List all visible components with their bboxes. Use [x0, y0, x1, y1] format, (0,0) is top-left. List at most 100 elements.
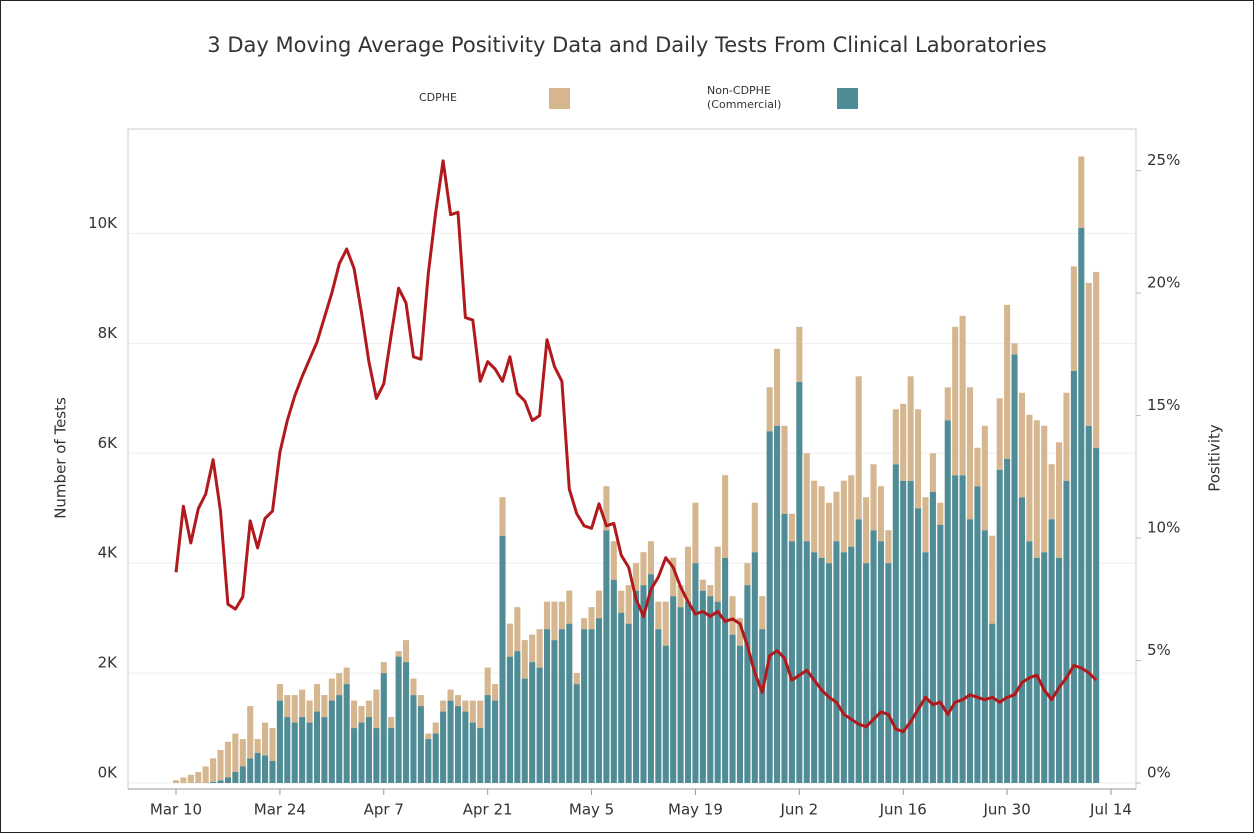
bar [454, 706, 462, 783]
bar [714, 546, 721, 602]
y2-tick-label: 25% [1147, 151, 1180, 169]
bar [432, 722, 439, 734]
bar [514, 607, 521, 652]
bar [536, 629, 543, 668]
bar [796, 381, 803, 783]
bar [996, 469, 1003, 783]
bar [454, 695, 462, 707]
bar [640, 552, 647, 586]
x-tick-label: Jun 2 [779, 801, 818, 819]
bar [781, 425, 788, 514]
bar [1056, 442, 1063, 558]
y-axis-title: Number of Tests [52, 397, 70, 519]
bar [365, 700, 372, 718]
bar [684, 546, 692, 602]
bar [566, 590, 573, 624]
y2-tick-label: 20% [1147, 274, 1180, 292]
bar [811, 552, 818, 783]
bar [796, 326, 803, 382]
bar [670, 557, 677, 597]
bar [959, 315, 966, 476]
bar [351, 700, 358, 729]
legend-label: Non-CDPHE (Commercial) [707, 84, 782, 111]
bar [959, 475, 966, 783]
y-tick-label: 8K [98, 324, 119, 342]
bar [870, 530, 877, 783]
bar [469, 722, 476, 783]
bar [692, 563, 699, 783]
bar [736, 645, 744, 783]
y2-tick-label: 15% [1147, 396, 1180, 414]
bar [885, 530, 892, 564]
y2-axis-title: Positivity [1206, 424, 1224, 492]
bar [388, 717, 395, 729]
bar [469, 700, 476, 723]
bar [306, 700, 313, 723]
bar [343, 667, 350, 685]
bar [684, 601, 692, 783]
bar [499, 497, 506, 536]
bar [1033, 420, 1040, 558]
bar [269, 728, 276, 762]
bar [247, 758, 254, 783]
bar [840, 552, 847, 783]
y-tick-label: 4K [98, 544, 119, 562]
bar [321, 717, 328, 783]
bar [774, 348, 781, 426]
bar [202, 766, 209, 783]
bar [558, 601, 565, 630]
bar [499, 535, 506, 783]
x-tick-label: Apr 7 [364, 801, 404, 819]
legend-swatch [837, 88, 858, 109]
bar [1033, 557, 1040, 783]
bar [276, 684, 283, 701]
bar [714, 601, 721, 783]
bar [677, 607, 684, 783]
bar [996, 398, 1003, 470]
bar [581, 618, 588, 630]
bar [825, 502, 833, 564]
bar [284, 695, 291, 718]
bar [736, 618, 744, 646]
bar [462, 700, 469, 712]
bar [1063, 392, 1070, 481]
y-tick-label: 2K [98, 654, 119, 672]
bar [529, 662, 536, 783]
bar [514, 651, 521, 783]
bar [929, 491, 936, 783]
bar [425, 733, 432, 740]
bar [210, 781, 217, 783]
bar [870, 464, 877, 531]
bar [402, 662, 410, 783]
bar [1041, 425, 1048, 553]
bar [981, 530, 988, 783]
bar [974, 447, 981, 487]
bar [313, 711, 321, 783]
bar [1048, 464, 1055, 520]
bar [885, 563, 892, 783]
bar [929, 453, 936, 492]
bar [358, 706, 365, 723]
bar [1011, 343, 1018, 355]
bar [254, 752, 261, 783]
bar [581, 629, 588, 783]
bar [766, 431, 773, 783]
bar [833, 491, 840, 542]
bar [180, 777, 187, 783]
bar [588, 607, 595, 630]
bar [440, 700, 447, 712]
bar [566, 623, 573, 783]
bar [625, 585, 632, 624]
bar [840, 480, 847, 553]
bar [440, 711, 447, 783]
bar [254, 739, 261, 753]
bar [291, 695, 298, 723]
bar [299, 689, 306, 718]
bar [395, 651, 402, 657]
bar [551, 601, 558, 641]
bar [417, 706, 424, 783]
bar [484, 695, 491, 783]
bar [224, 777, 231, 783]
bar [1026, 414, 1033, 542]
